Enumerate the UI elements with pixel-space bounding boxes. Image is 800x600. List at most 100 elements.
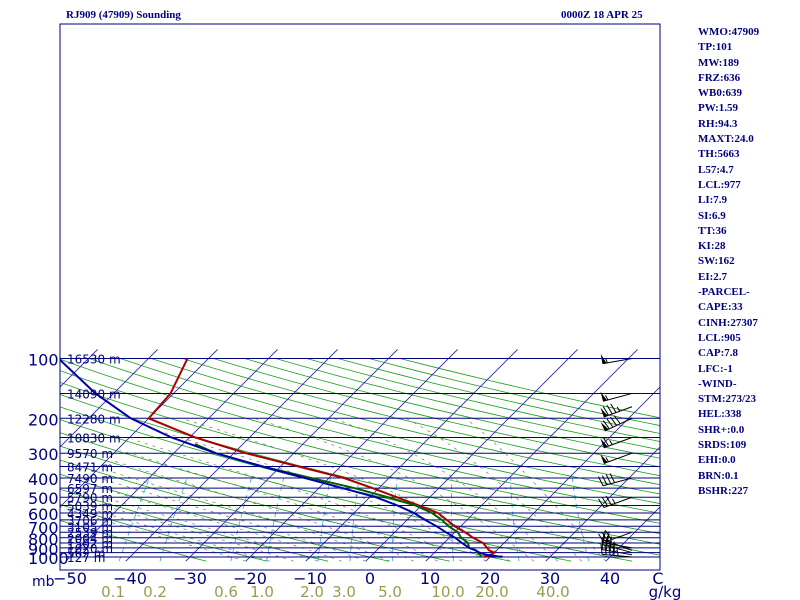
temperature-tick-label: 40 bbox=[600, 569, 620, 588]
mixing-ratio-line bbox=[159, 477, 188, 562]
dry-adiabat bbox=[275, 358, 660, 451]
temperature-tick-label: −40 bbox=[113, 569, 147, 588]
wind-barb bbox=[598, 473, 633, 487]
index-line: BRN:0.1 bbox=[698, 469, 739, 482]
wind-barb-flag bbox=[600, 454, 608, 464]
pressure-tick-label: 300 bbox=[28, 445, 59, 464]
mixing-ratio-line bbox=[391, 477, 398, 562]
index-line: BSHR:227 bbox=[698, 484, 749, 497]
wind-barb-feather bbox=[605, 530, 612, 540]
wind-barb-feather bbox=[605, 474, 612, 484]
temperature-tick-label: −20 bbox=[233, 569, 267, 588]
height-label: 3706 m bbox=[67, 514, 113, 528]
index-line: WMO:47909 bbox=[698, 26, 760, 38]
dry-adiabat bbox=[60, 504, 268, 562]
temperature-tick-label: −30 bbox=[173, 569, 207, 588]
dry-adiabat bbox=[306, 358, 660, 442]
moist-adiabat bbox=[85, 482, 342, 562]
wind-barb-feather bbox=[601, 532, 608, 542]
dry-adiabat bbox=[89, 358, 660, 504]
index-line: WB0:639 bbox=[698, 87, 742, 100]
wind-barb bbox=[600, 452, 633, 464]
wind-barb-feather bbox=[605, 495, 612, 506]
wind-barb bbox=[598, 530, 633, 543]
wind-barb-feather bbox=[602, 406, 609, 416]
wind-barb bbox=[600, 353, 633, 365]
wind-barb-feather bbox=[602, 420, 610, 430]
moist-adiabat bbox=[110, 459, 414, 562]
dry-adiabat bbox=[244, 358, 660, 459]
index-line: LI:7.9 bbox=[698, 194, 728, 207]
moist-adiabat bbox=[120, 449, 438, 562]
wind-barb bbox=[600, 403, 633, 418]
wind-barb-feather bbox=[612, 545, 615, 556]
index-line: RH:94.3 bbox=[698, 117, 738, 130]
mixing-ratio-label: 1.0 bbox=[250, 583, 274, 600]
mixing-ratio-label: 0.2 bbox=[143, 583, 167, 600]
dry-adiabat bbox=[60, 488, 329, 562]
wind-barb-half-feather bbox=[605, 395, 609, 401]
wind-barb-flag bbox=[600, 391, 607, 402]
moist-adiabat bbox=[65, 501, 270, 562]
isotherm bbox=[60, 349, 218, 508]
station-title: RJ909 (47909) Sounding bbox=[66, 9, 181, 21]
temperature-tick-label: 30 bbox=[540, 569, 560, 588]
wind-barb-shaft bbox=[602, 549, 633, 556]
wind-barb-feather bbox=[598, 533, 605, 543]
pressure-tick-label: 900 bbox=[28, 540, 59, 559]
indices-panel: WMO:47909 TP:101 MW:189 FRZ:636 WB0:639 PW:1.… bbox=[698, 25, 759, 499]
height-label: 2004 m bbox=[67, 532, 113, 546]
wind-barb-feather bbox=[607, 531, 610, 542]
index-line: CINH:27307 bbox=[698, 316, 758, 329]
pressure-tick-label: 100 bbox=[28, 351, 59, 370]
wind-barbs bbox=[598, 353, 633, 558]
height-label: 3105 m bbox=[67, 520, 113, 534]
height-label: 8471 m bbox=[67, 460, 113, 474]
wind-barb-feather bbox=[603, 529, 606, 541]
isotherm bbox=[305, 349, 518, 562]
dry-adiabat bbox=[213, 358, 660, 468]
index-line: -PARCEL- bbox=[698, 286, 750, 299]
height-label: 4349 m bbox=[67, 507, 113, 521]
temperature-tick-label: 0 bbox=[365, 569, 375, 588]
dry-adiabat bbox=[60, 459, 450, 562]
height-label: 16530 m bbox=[67, 353, 121, 367]
wind-barb-shaft bbox=[602, 553, 633, 558]
profile-line-0 bbox=[147, 358, 497, 558]
dry-adiabat bbox=[60, 432, 572, 562]
dry-adiabat bbox=[151, 358, 660, 486]
wind-barb-half-feather bbox=[616, 406, 621, 412]
wind-barb-feather bbox=[610, 536, 612, 547]
height-label: 1020 m bbox=[67, 542, 113, 556]
index-line: CAPE:33 bbox=[698, 301, 743, 314]
mixing-ratio-label: 20.0 bbox=[475, 583, 508, 600]
wind-barb-feather bbox=[601, 497, 608, 507]
index-line: CAP:7.8 bbox=[698, 347, 739, 360]
sounding-profiles bbox=[60, 358, 503, 558]
wind-barb-feather bbox=[610, 416, 617, 426]
moist-adiabat bbox=[333, 417, 559, 562]
mixing-ratio-label: 0.1 bbox=[101, 583, 125, 600]
mixing-ratio-label: 40.0 bbox=[536, 583, 569, 600]
temperature-tick-label: −50 bbox=[53, 569, 87, 588]
moist-adiabat bbox=[254, 417, 535, 562]
wind-barb-feather bbox=[598, 476, 604, 486]
height-label: 1502 m bbox=[67, 537, 113, 551]
dry-adiabat bbox=[60, 406, 660, 556]
wind-barb-shaft bbox=[602, 477, 633, 487]
index-line: TT:36 bbox=[698, 224, 727, 237]
wind-barb-feather bbox=[606, 418, 614, 428]
index-line: EHI:0.0 bbox=[698, 454, 736, 467]
index-line: EI:2.7 bbox=[698, 270, 728, 283]
pressure-tick-label: 700 bbox=[28, 518, 59, 537]
skewt-grid bbox=[60, 349, 660, 562]
wind-barb-flag bbox=[600, 353, 607, 364]
wind-barb-feather bbox=[613, 415, 621, 425]
height-label: 5790 m bbox=[67, 491, 113, 505]
height-label: 7490 m bbox=[67, 472, 113, 486]
wind-barb-half-feather bbox=[605, 357, 608, 364]
index-line: SW:162 bbox=[698, 255, 735, 268]
index-line: SI:6.9 bbox=[698, 209, 726, 222]
isotherm bbox=[60, 349, 158, 448]
